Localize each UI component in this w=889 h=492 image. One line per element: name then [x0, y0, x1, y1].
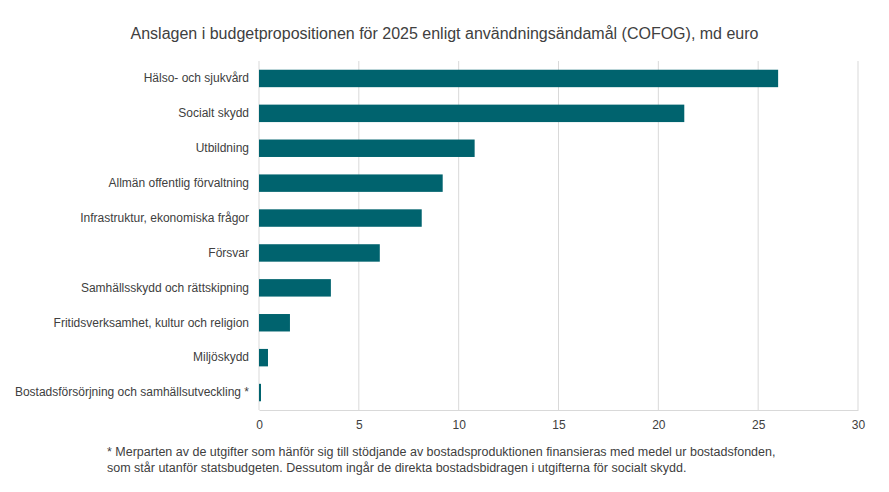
tick: 0 [256, 410, 263, 432]
tick: Försvar [208, 246, 259, 260]
category-label: Allmän offentlig förvaltning [108, 176, 249, 190]
annotation: * Merparten av de utgifter som hänför si… [107, 445, 775, 459]
category-label: Infrastruktur, ekonomiska frågor [80, 211, 249, 225]
bar [259, 140, 475, 157]
tick-label: 25 [752, 418, 766, 432]
tick: Infrastruktur, ekonomiska frågor [80, 211, 259, 225]
category-label: Miljöskydd [193, 350, 249, 364]
grid-line [858, 61, 859, 410]
grid [259, 61, 858, 410]
bar [259, 244, 380, 261]
tick: Hälso- och sjukvård [144, 71, 259, 85]
bar [259, 70, 778, 87]
footnote: * Merparten av de utgifter som hänför si… [107, 445, 775, 475]
category-label: Hälso- och sjukvård [144, 71, 249, 85]
axis-line [260, 410, 859, 411]
bar [259, 174, 443, 191]
tick: Samhällsskydd och rättskipning [81, 281, 259, 295]
annotation: som står utanför statsbudgeten. Dessutom… [107, 461, 686, 475]
category-label: Utbildning [196, 141, 249, 155]
bar [259, 105, 684, 122]
grid-line [758, 61, 759, 410]
tick: 30 [852, 410, 866, 432]
tick: Utbildning [196, 141, 259, 155]
category-label: Socialt skydd [178, 106, 249, 120]
bar [259, 314, 290, 331]
x-axis: 0 5 10 15 20 25 30 [256, 410, 865, 432]
category-label: Samhällsskydd och rättskipning [81, 281, 249, 295]
tick: Bostadsförsörjning och samhällsutvecklin… [15, 385, 259, 399]
tick-label: 5 [356, 418, 363, 432]
tick-label: 0 [256, 418, 263, 432]
y-axis: Hälso- och sjukvård Socialt skydd Utbildni… [15, 71, 259, 399]
tick: Socialt skydd [178, 106, 259, 120]
tick: 5 [356, 410, 363, 432]
bar [259, 349, 268, 366]
bars [259, 70, 778, 402]
title: Anslagen i budgetpropositionen för 2025 … [131, 25, 759, 42]
tick: Miljöskydd [193, 350, 259, 364]
tick: 20 [652, 410, 666, 432]
bar [259, 384, 261, 401]
tick: 10 [452, 410, 466, 432]
tick: Allmän offentlig förvaltning [108, 176, 259, 190]
bar [259, 209, 422, 226]
tick: 25 [752, 410, 766, 432]
category-label: Bostadsförsörjning och samhällsutvecklin… [15, 385, 249, 399]
bar [259, 279, 331, 296]
tick: 15 [552, 410, 566, 432]
tick-label: 30 [852, 418, 866, 432]
tick-label: 15 [552, 418, 566, 432]
tick: Fritidsverksamhet, kultur och religion [54, 316, 259, 330]
chart: Anslagen i budgetpropositionen för 2025 … [0, 0, 889, 492]
category-label: Försvar [208, 246, 249, 260]
tick-label: 10 [452, 418, 466, 432]
tick-label: 20 [652, 418, 666, 432]
category-label: Fritidsverksamhet, kultur och religion [54, 316, 249, 330]
